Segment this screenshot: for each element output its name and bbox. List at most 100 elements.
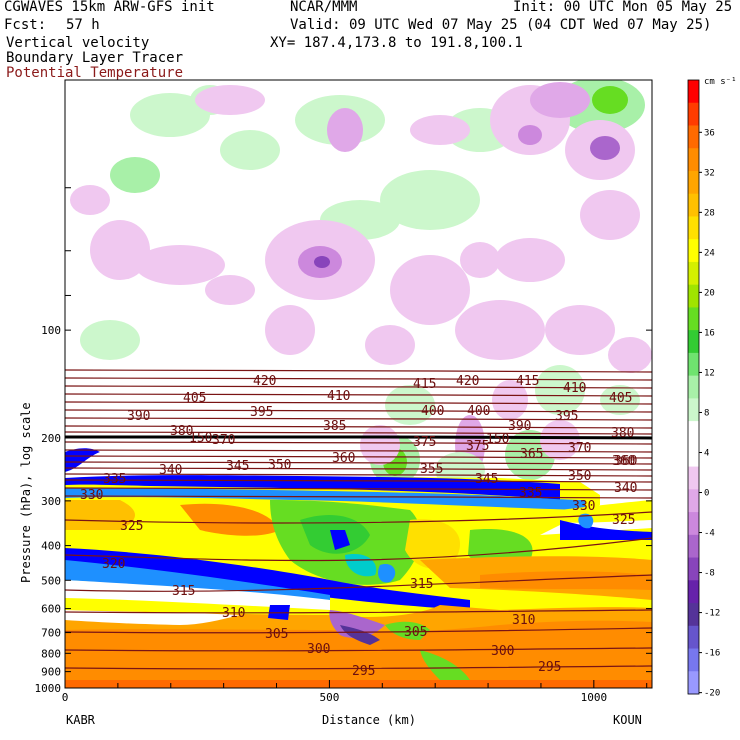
y-tick-label: 300 <box>41 495 61 508</box>
theta-label: 375 <box>466 439 489 454</box>
theta-label: 420 <box>253 374 276 389</box>
theta-label: 335 <box>103 472 126 487</box>
field-vertical-velocity: Vertical velocity <box>6 35 150 51</box>
theta-label: 330 <box>80 488 103 503</box>
theta-label: 405 <box>609 391 632 406</box>
y-tick-label: 200 <box>41 432 61 445</box>
colorbar-label: -8 <box>704 569 715 579</box>
theta-label: 355 <box>420 462 443 477</box>
y-tick-label: 700 <box>41 627 61 640</box>
theta-label: 315 <box>410 577 433 592</box>
theta-label: 400 <box>421 404 444 419</box>
theta-label: 300 <box>491 644 514 659</box>
theta-label: 295 <box>352 664 375 679</box>
colorbar-swatch <box>688 398 699 422</box>
theta-label: 350 <box>268 458 291 473</box>
colorbar-swatch <box>688 80 699 104</box>
theta-label: 325 <box>612 513 635 528</box>
theta-label: 325 <box>120 519 143 534</box>
colorbar-swatch <box>688 375 699 399</box>
right-station-label: KOUN <box>613 713 642 727</box>
theta-label: 370 <box>212 433 235 448</box>
y-tick-label: 400 <box>41 540 61 553</box>
colorbar-swatch <box>688 580 699 604</box>
colorbar-swatch <box>688 443 699 468</box>
upper-velocity-blobs <box>70 80 652 420</box>
colorbar-swatch <box>688 284 699 308</box>
theta-label: 315 <box>172 584 195 599</box>
colorbar-swatch <box>688 261 699 286</box>
theta-label: 320 <box>102 557 125 572</box>
theta-label: 295 <box>538 660 561 675</box>
theta-label: 365 <box>520 447 543 462</box>
theta-labels: 420 415 420 415 410 405 410 405 390 395 400 400 390 3… <box>80 374 637 679</box>
model-title: CGWAVES 15km ARW-GFS init <box>4 0 215 15</box>
theta-label: 390 <box>127 409 150 424</box>
theta-label: 410 <box>563 381 586 396</box>
colorbar-label: 32 <box>704 168 715 178</box>
theta-label: 385 <box>323 419 346 434</box>
theta-label: 310 <box>512 613 535 628</box>
theta-label: 415 <box>413 377 436 392</box>
colorbar-label: 28 <box>704 208 715 218</box>
colorbar-label: 4 <box>704 448 709 458</box>
colorbar-swatch <box>688 216 699 240</box>
colorbar-swatch <box>688 534 699 559</box>
x-axis: 0 500 1000 <box>62 680 648 704</box>
colorbar-swatch <box>688 170 699 195</box>
theta-label: 305 <box>265 627 288 642</box>
theta-contours <box>65 369 652 670</box>
theta-label: 390 <box>508 419 531 434</box>
y-tick-label: 100 <box>41 324 61 337</box>
colorbar-label: -4 <box>704 529 715 539</box>
colorbar-swatch <box>688 102 699 126</box>
colorbar-label: 0 <box>704 489 709 499</box>
plot-frame <box>64 79 653 689</box>
y-tick-label: 800 <box>41 647 61 660</box>
theta-label: 340 <box>159 463 182 478</box>
y-tick-label: 600 <box>41 603 61 616</box>
y-tick-label: 1000 <box>35 682 62 695</box>
theta-label: 400 <box>467 404 490 419</box>
init-time: Init: 00 UTC Mon 05 May 25 <box>513 0 733 15</box>
theta-label: 330 <box>572 499 595 514</box>
theta-label: 300 <box>307 642 330 657</box>
colorbar-swatch <box>688 148 699 172</box>
colorbar-unit: cm s⁻¹ <box>704 77 737 87</box>
theta-label: 150 <box>189 431 212 446</box>
fcst-value: 57 h <box>66 17 100 33</box>
colorbar-label: -16 <box>704 649 720 659</box>
colorbar-swatch <box>688 330 699 354</box>
theta-label: 415 <box>516 374 539 389</box>
colorbar-swatch <box>688 557 699 581</box>
org-label: NCAR/MMM <box>290 0 358 15</box>
theta-label: 345 <box>226 459 249 474</box>
theta-label: 380 <box>170 424 193 439</box>
colorbar-label: -20 <box>704 689 720 699</box>
x-tick-label: 500 <box>319 691 339 704</box>
field-boundary-layer-tracer: Boundary Layer Tracer <box>6 50 184 66</box>
colorbar-swatch <box>688 307 699 331</box>
theta-label: 380 <box>611 426 634 441</box>
colorbar-swatch <box>688 193 699 217</box>
theta-label: 410 <box>327 389 350 404</box>
colorbar-swatch <box>688 603 699 627</box>
colorbar-label: 20 <box>704 288 715 298</box>
colorbar-label: 8 <box>704 408 709 418</box>
theta-label: 395 <box>555 409 578 424</box>
theta-label: 375 <box>413 435 436 450</box>
theta-label: 360 <box>614 454 637 469</box>
theta-label: 405 <box>183 391 206 406</box>
tropopause-thick-line <box>65 435 652 440</box>
theta-label: 360 <box>612 454 635 469</box>
theta-label: 340 <box>614 481 637 496</box>
theta-label: 360 <box>332 451 355 466</box>
colorbar-label: 24 <box>704 248 715 258</box>
colorbar-swatch <box>688 648 699 672</box>
y-axis: 100 200 300 400 500 600 700 800 900 1000 <box>35 187 652 695</box>
colorbar-swatch <box>688 125 699 149</box>
theta-label: 345 <box>475 472 498 487</box>
theta-label: 395 <box>250 405 273 420</box>
